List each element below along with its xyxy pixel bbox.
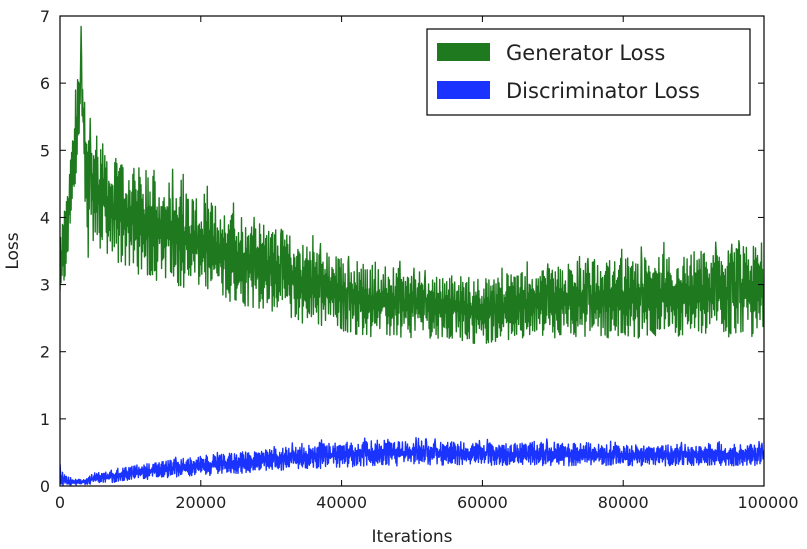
- y-tick-label: 1: [40, 410, 50, 429]
- x-tick-label: 100000: [737, 493, 798, 512]
- legend: Generator Loss Discriminator Loss: [426, 28, 751, 116]
- y-axis-label: Loss: [3, 232, 23, 269]
- y-tick-label: 6: [40, 74, 50, 93]
- x-tick-label: 40000: [316, 493, 367, 512]
- series-generator-loss: [60, 25, 764, 344]
- plot-area: [60, 25, 764, 486]
- y-axis-ticks: 0 1 2 3 4 5 6 7: [40, 7, 764, 496]
- x-tick-label: 60000: [457, 493, 508, 512]
- legend-swatch-discriminator: [437, 81, 490, 99]
- x-tick-label: 20000: [175, 493, 226, 512]
- y-tick-label: 5: [40, 141, 50, 160]
- x-axis-ticks: 0 20000 40000 60000 80000 100000: [55, 16, 799, 512]
- y-tick-label: 7: [40, 7, 50, 26]
- x-axis-label: Iterations: [372, 527, 453, 547]
- y-tick-label: 2: [40, 343, 50, 362]
- legend-label-generator: Generator Loss: [506, 41, 665, 65]
- legend-label-discriminator: Discriminator Loss: [506, 79, 700, 103]
- x-tick-label: 0: [55, 493, 65, 512]
- x-tick-label: 80000: [598, 493, 649, 512]
- y-tick-label: 4: [40, 208, 50, 227]
- plot-frame: [59, 15, 765, 487]
- y-tick-label: 3: [40, 276, 50, 295]
- legend-swatch-generator: [437, 43, 490, 61]
- series-discriminator-loss: [60, 437, 764, 486]
- y-tick-label: 0: [40, 477, 50, 496]
